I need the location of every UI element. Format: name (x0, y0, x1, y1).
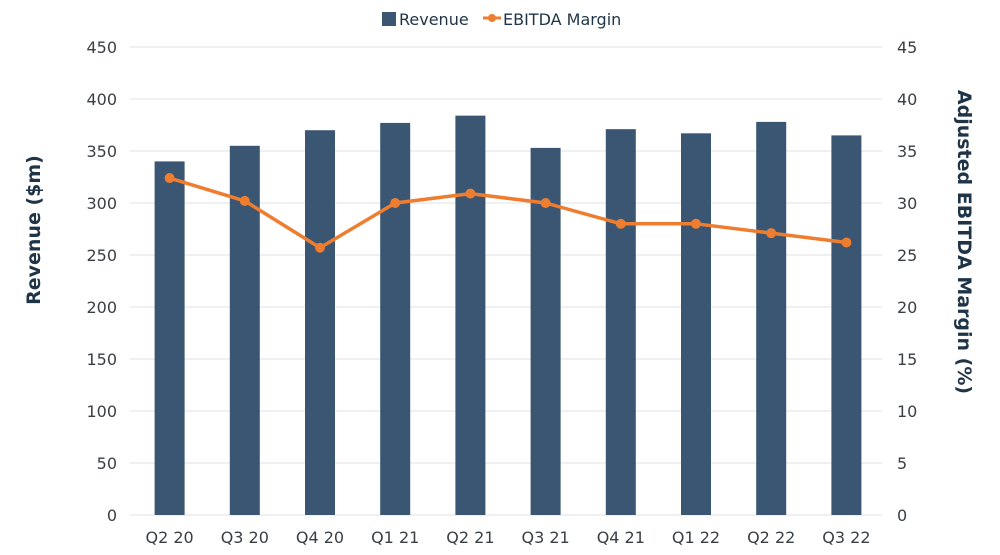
ebitda-margin-line (164, 173, 852, 253)
right-tick-label: 10 (897, 402, 917, 421)
right-tick-label: 30 (897, 194, 917, 213)
x-tick-label: Q3 22 (822, 528, 870, 547)
left-tick-label: 200 (86, 298, 117, 317)
revenue-bar (305, 130, 335, 515)
revenue-bar (681, 133, 711, 515)
left-tick-label: 250 (86, 246, 117, 265)
left-tick-label: 150 (86, 350, 117, 369)
x-tick-label: Q1 21 (371, 528, 419, 547)
left-tick-label: 450 (86, 38, 117, 57)
ebitda-margin-point (841, 237, 852, 248)
left-tick-label: 0 (107, 506, 117, 525)
left-tick-label: 300 (86, 194, 117, 213)
x-tick-label: Q2 22 (747, 528, 795, 547)
left-tick-label: 400 (86, 90, 117, 109)
ebitda-margin-point (164, 173, 175, 184)
x-tick-label: Q1 22 (672, 528, 720, 547)
ebitda-margin-point (239, 195, 250, 206)
left-axis-title: Revenue ($m) (23, 155, 45, 305)
right-tick-label: 0 (897, 506, 907, 525)
right-tick-label: 20 (897, 298, 917, 317)
ebitda-margin-point (766, 228, 777, 239)
x-tick-label: Q2 20 (145, 528, 193, 547)
right-tick-label: 25 (897, 246, 917, 265)
right-tick-label: 15 (897, 350, 917, 369)
revenue-bar (605, 129, 636, 515)
left-tick-label: 100 (86, 402, 117, 421)
x-tick-label: Q4 21 (597, 528, 645, 547)
x-tick-label: Q2 21 (446, 528, 494, 547)
right-axis-ticks: 0 5 10 15 20 25 30 35 40 45 (897, 38, 917, 525)
legend: Revenue EBITDA Margin (382, 10, 621, 29)
right-axis-title: Adjusted EBITDA Margin (%) (953, 90, 975, 394)
right-tick-label: 40 (897, 90, 917, 109)
legend-revenue-swatch (382, 12, 396, 26)
ebitda-margin-polyline (169, 176, 847, 250)
right-tick-label: 35 (897, 142, 917, 161)
ebitda-margin-point (691, 218, 701, 229)
left-tick-label: 50 (97, 454, 117, 473)
revenue-bars (154, 115, 862, 516)
ebitda-margin-point (390, 198, 401, 208)
legend-revenue-label: Revenue (399, 10, 469, 29)
ebitda-margin-point (465, 188, 476, 199)
revenue-bar (530, 147, 561, 515)
x-axis-ticks: Q2 20 Q3 20 Q4 20 Q1 21 Q2 21 Q3 21 Q4 21 Q1 22… (145, 528, 870, 547)
x-tick-label: Q3 21 (521, 528, 569, 547)
right-tick-label: 5 (897, 454, 907, 473)
legend-ebitda-label: EBITDA Margin (503, 10, 621, 29)
ebitda-margin-point (315, 242, 325, 253)
x-tick-label: Q4 20 (296, 528, 344, 547)
legend-ebitda-swatch-marker (488, 14, 496, 22)
right-tick-label: 45 (897, 38, 917, 57)
left-tick-label: 350 (86, 142, 117, 161)
x-tick-label: Q3 20 (221, 528, 269, 547)
revenue-bar (380, 122, 411, 516)
revenue-bar (154, 161, 185, 515)
revenue-bar (831, 135, 862, 515)
ebitda-margin-point (615, 218, 626, 229)
revenue-bar (756, 121, 787, 515)
revenue-bar (455, 115, 486, 515)
left-axis-ticks: 0 50 100 150 200 250 300 350 400 450 (86, 38, 117, 525)
ebitda-margin-point (540, 198, 551, 208)
